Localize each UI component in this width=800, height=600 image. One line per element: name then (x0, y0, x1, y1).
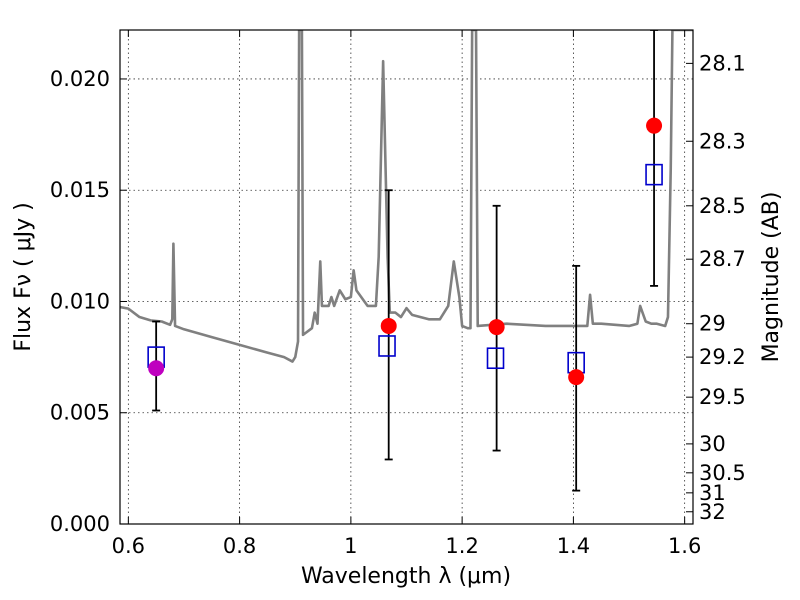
x-tick-label: 1.6 (668, 534, 701, 558)
y2-axis-label: Magnitude (AB) (759, 192, 784, 363)
x-tick-label: 1.2 (445, 534, 478, 558)
model-photometry-point (486, 347, 505, 370)
axis-labels: Wavelength λ (μm) Flux Fν ( μJy ) Magnit… (11, 192, 784, 589)
y-tick-label: 0.020 (50, 67, 110, 91)
y-tick-label: 0.015 (50, 178, 110, 202)
y-tick-label: 0.005 (50, 401, 110, 425)
observed-point (380, 317, 397, 334)
observed-point (646, 117, 663, 134)
y2-tick-label: 29 (699, 312, 726, 336)
y2-tick-label: 29.2 (699, 345, 746, 369)
observed-point (148, 360, 165, 377)
model-photometry-point (378, 335, 396, 357)
marker-layer (147, 117, 663, 386)
y2-tick-label: 31 (699, 481, 726, 505)
x-axis-label: Wavelength λ (μm) (301, 564, 511, 589)
x-tick-label: 0.6 (112, 534, 145, 558)
model-photometry-point (645, 163, 663, 186)
y2-tick-label: 30.5 (699, 461, 746, 485)
observed-point (488, 319, 505, 336)
x-tick-label: 1.4 (557, 534, 590, 558)
model-spectrum-line (120, 30, 693, 363)
plot-frame (119, 29, 694, 525)
y-tick-label: 0.010 (50, 289, 110, 313)
observed-point (568, 369, 585, 386)
x-tick-label: 1 (344, 534, 357, 558)
x-tick-label: 0.8 (223, 534, 256, 558)
tick-layer: 0.6 0.8 1 1.2 1.4 1.6 0.000 0.005 0.010 0.015 0.02… (50, 30, 746, 558)
y2-tick-label: 28.7 (699, 247, 746, 271)
y2-tick-label: 28.1 (699, 51, 746, 75)
series-layer (120, 30, 693, 363)
y2-tick-label: 29.5 (699, 385, 746, 409)
y-axis-label: Flux Fν ( μJy ) (11, 202, 36, 351)
y2-tick-label: 28.3 (699, 129, 746, 153)
y2-tick-label: 30 (699, 432, 726, 456)
y2-tick-label: 28.5 (699, 194, 746, 218)
y2-tick-label: 32 (699, 500, 726, 524)
plot-background (120, 30, 693, 524)
y-tick-label: 0.000 (50, 512, 110, 536)
